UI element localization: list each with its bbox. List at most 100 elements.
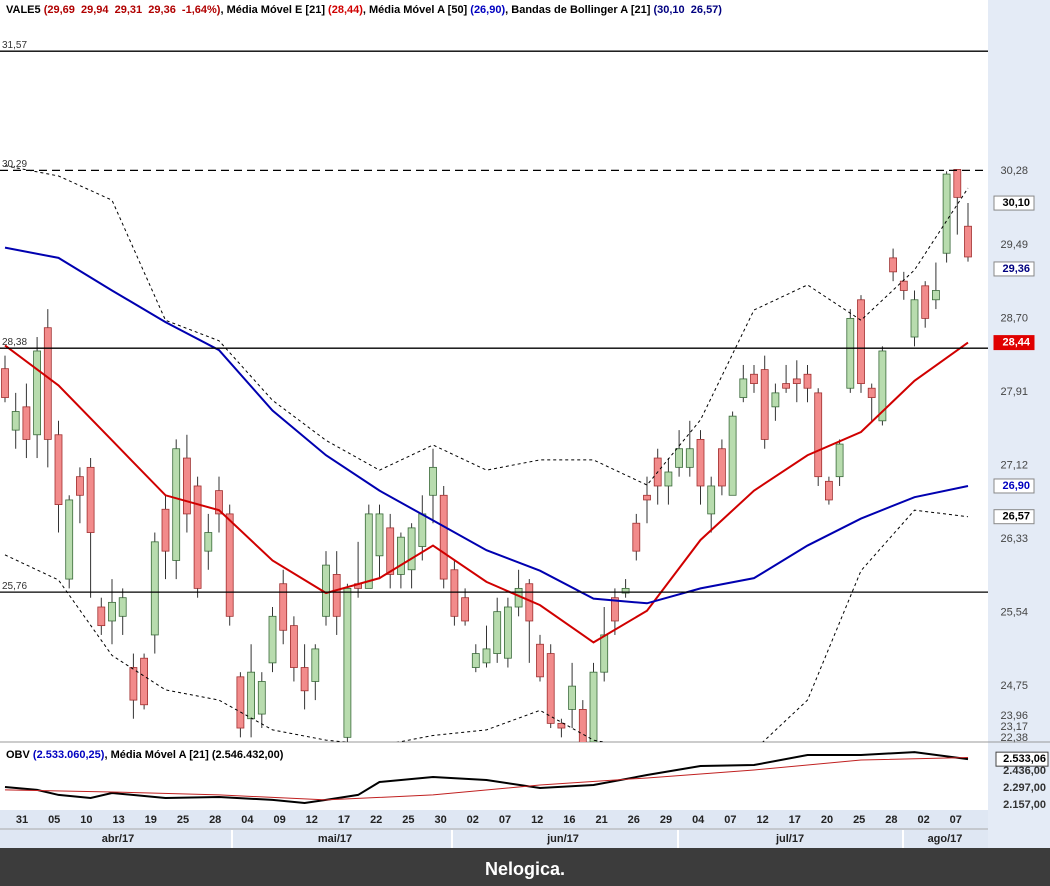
x-tick-label: 25	[177, 814, 189, 826]
legend-item: , Média Móvel A [50]	[362, 4, 471, 16]
candle-body	[857, 299, 865, 384]
x-tick-label: 17	[789, 814, 801, 826]
candle-body	[728, 415, 737, 496]
x-tick-label: 07	[499, 814, 511, 826]
legend-item: (29,69 29,94 29,31 29,36 -1,64%)	[43, 4, 221, 16]
candle-body	[611, 597, 619, 622]
y-tick-label: 28,70	[1000, 312, 1028, 324]
candle-body	[643, 494, 651, 501]
candle-body	[215, 490, 223, 515]
y-tick-label: 24,75	[1000, 680, 1028, 692]
price-tag	[993, 335, 1035, 351]
candle-body	[118, 597, 127, 617]
price-tag-label: 30,10	[1002, 197, 1030, 209]
candle-body	[760, 369, 769, 440]
x-tick-label: 12	[531, 814, 543, 826]
candle-body	[247, 671, 256, 720]
x-tick-label: 26	[628, 814, 640, 826]
indicator-line	[4, 341, 969, 644]
x-tick-label: 28	[209, 814, 221, 826]
legend: VALE5 (29,69 29,94 29,31 29,36 -1,64%), …	[6, 4, 722, 16]
candle-body	[225, 513, 234, 617]
price-tag	[993, 509, 1035, 525]
candle-body	[429, 466, 437, 496]
y-tick-label: 27,12	[1000, 459, 1028, 471]
candle-body	[65, 499, 74, 580]
x-tick-label: 12	[306, 814, 318, 826]
candle-body	[33, 350, 41, 436]
candle-body	[600, 634, 609, 673]
month-label: abr/17	[102, 833, 134, 845]
candle-body	[1, 368, 9, 398]
legend-item: (28,44)	[328, 4, 363, 16]
brand: Nelogica.	[485, 859, 565, 879]
month-label: mai/17	[318, 833, 352, 845]
level-label: 30,29	[2, 159, 27, 170]
y-tick-label: 23,96	[1000, 710, 1028, 722]
legend-item: (30,10 26,57)	[653, 4, 722, 16]
candle-body	[97, 606, 106, 627]
x-tick-label: 07	[724, 814, 736, 826]
x-tick-label: 10	[80, 814, 92, 826]
y-tick-label: 30,28	[1000, 165, 1028, 177]
candle-body	[503, 606, 512, 659]
x-tick-label: 19	[145, 814, 157, 826]
candle-body	[632, 522, 641, 552]
candle-body	[578, 709, 587, 742]
legend-item: VALE5	[6, 4, 44, 16]
candle-body	[193, 485, 202, 589]
legend-item: (26,90)	[470, 4, 506, 16]
candle-body	[589, 671, 598, 742]
candle-body	[825, 480, 833, 501]
price-tag-label: 26,90	[1002, 480, 1030, 492]
candle-body	[22, 406, 31, 440]
candle-body	[835, 443, 844, 478]
y-tick-label: 27,91	[1000, 386, 1028, 398]
candle-body	[182, 457, 191, 515]
candle-body	[739, 378, 748, 398]
candle-body	[343, 587, 352, 738]
candle-body	[814, 392, 823, 478]
candle-body	[140, 657, 149, 706]
level-label: 31,57	[2, 40, 27, 51]
obv-tick-label: 2.436,00	[1003, 765, 1046, 777]
candle-body	[846, 317, 855, 389]
legend-item: , Média Móvel E [21]	[220, 4, 329, 16]
candle-body	[889, 257, 897, 273]
month-label: ago/17	[928, 833, 963, 845]
candle-body	[268, 615, 277, 664]
x-tick-label: 07	[950, 814, 962, 826]
candle-body	[921, 285, 930, 319]
x-tick-label: 20	[821, 814, 833, 826]
x-tick-label: 28	[885, 814, 897, 826]
candle-body	[396, 536, 405, 575]
candle-body	[867, 387, 876, 398]
candle-body	[418, 513, 427, 547]
obv-tag-label: 2.533,06	[1003, 753, 1046, 765]
obv-legend: OBV (2.533.060,25), Média Móvel A [21] (…	[6, 749, 283, 761]
candle-body	[718, 448, 726, 487]
obv-line	[4, 757, 969, 801]
right-axis-bg	[988, 0, 1050, 848]
obv-tick-label: 2.157,00	[1003, 799, 1046, 811]
candle-body	[493, 611, 502, 654]
month-label: jul/17	[775, 833, 804, 845]
x-tick-label: 13	[112, 814, 124, 826]
candle-body	[108, 601, 116, 622]
candle-body	[557, 722, 566, 729]
candle-body	[546, 653, 555, 724]
legend-item: (2.546.432,00)	[211, 749, 284, 761]
candle-body	[279, 583, 288, 631]
candle-body	[878, 350, 887, 422]
candle-body	[568, 685, 576, 710]
candle-body	[899, 280, 908, 291]
candle-body	[204, 532, 213, 552]
candle-body	[236, 676, 245, 729]
candle-body	[43, 327, 52, 440]
candle-body	[332, 574, 341, 617]
x-tick-label: 31	[16, 814, 28, 826]
x-tick-label: 12	[756, 814, 768, 826]
indicator-line	[4, 246, 969, 605]
legend-item: , Média Móvel A [21]	[104, 749, 212, 761]
